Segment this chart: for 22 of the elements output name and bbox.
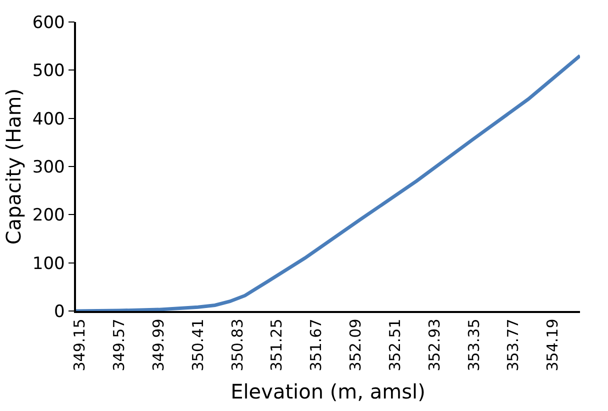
y-axis-title: Capacity (Ham)	[1, 88, 26, 245]
x-tick-label: 351.25	[268, 318, 286, 372]
y-tick-label: 300	[32, 157, 65, 178]
y-tick-label: 400	[32, 109, 65, 130]
y-tick-label: 0	[54, 302, 65, 322]
x-tick-label: 350.83	[228, 318, 246, 372]
x-tick-label: 351.67	[307, 318, 326, 372]
x-tick-label: 354.19	[544, 318, 562, 372]
x-tick-label: 353.35	[464, 318, 483, 372]
x-tick-label: 349.57	[110, 318, 128, 372]
y-tick-label: 600	[32, 12, 65, 33]
x-tick-label: 352.09	[346, 318, 365, 372]
x-tick-label: 349.15	[70, 318, 89, 372]
x-tick-label: 352.93	[425, 318, 444, 372]
x-axis-title: Elevation (m, amsl)	[230, 379, 426, 404]
x-tick-label: 353.77	[504, 318, 522, 372]
x-tick-label: 350.41	[188, 318, 207, 372]
x-tick-label: 349.99	[149, 318, 168, 372]
x-tick-label: 352.51	[386, 318, 404, 372]
y-tick-label: 100	[32, 254, 65, 274]
y-tick-label: 500	[32, 61, 65, 82]
y-tick-label: 200	[32, 206, 65, 226]
